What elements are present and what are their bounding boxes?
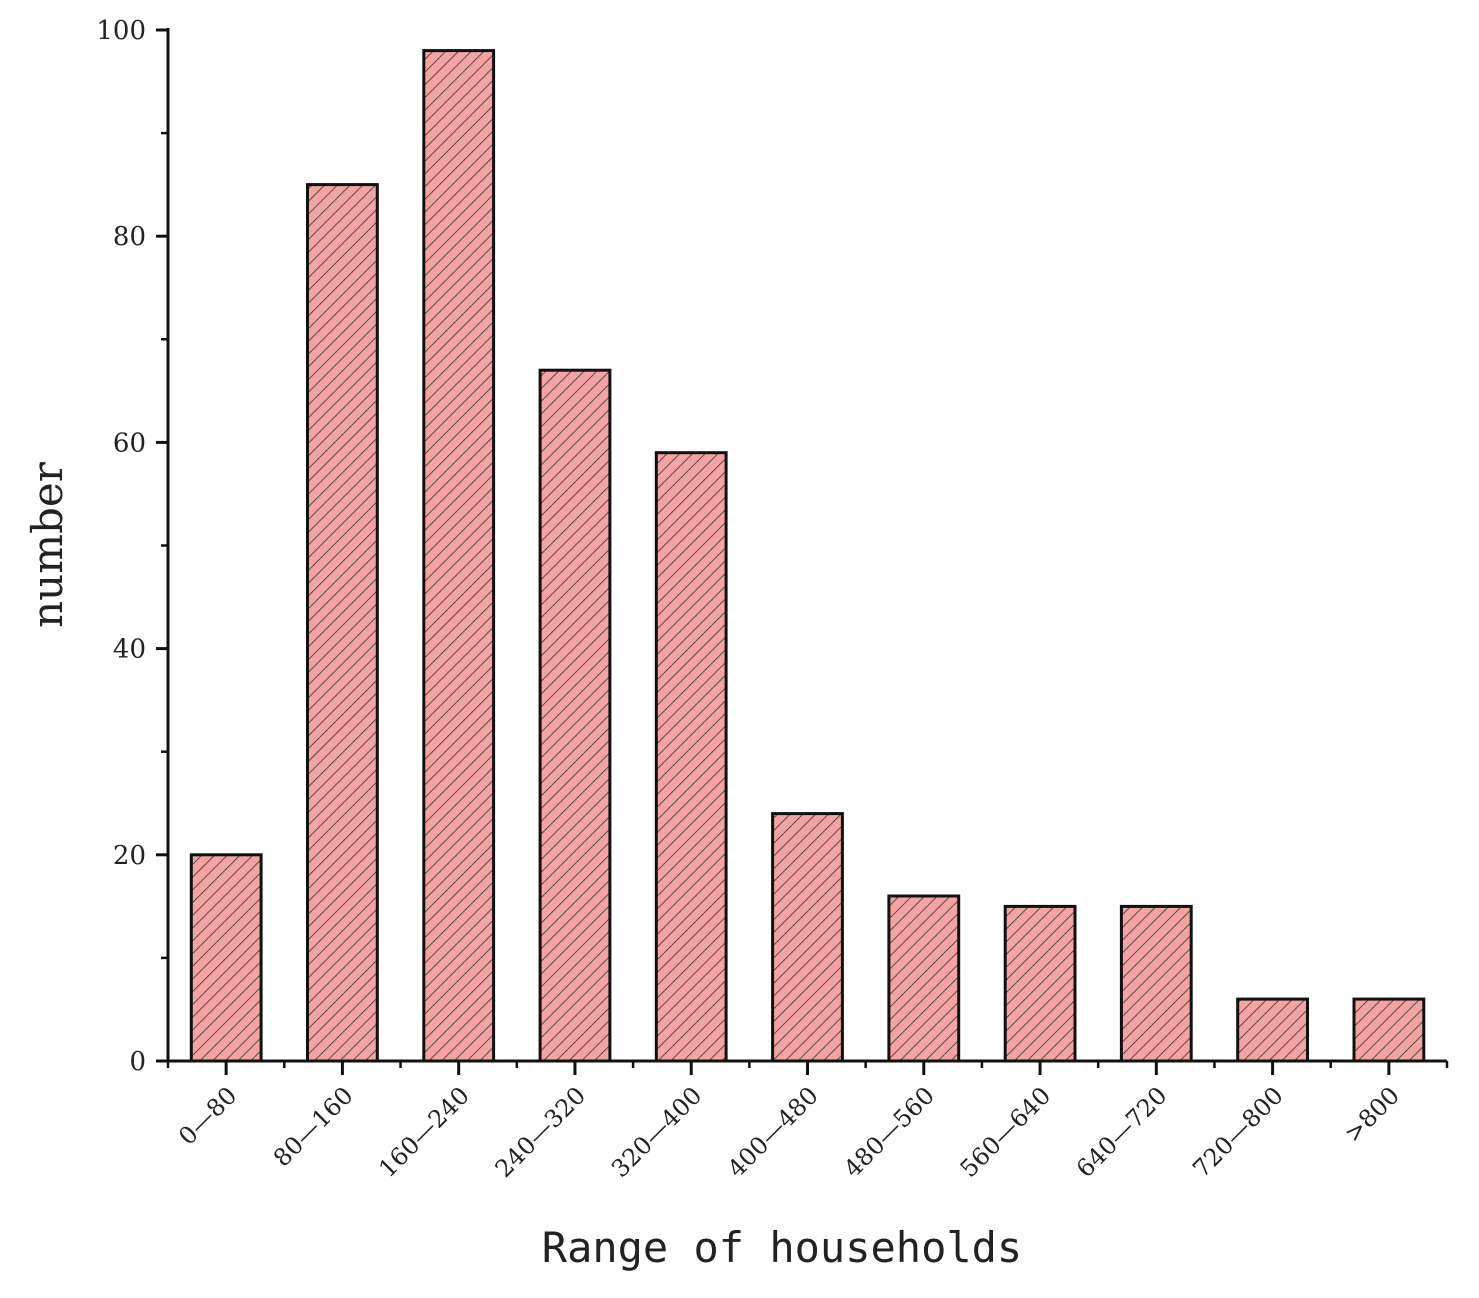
bar-1 — [306, 183, 379, 1063]
y-tick-label-4: 80 — [113, 222, 146, 252]
x-tick-label-1: 80—160 — [268, 1081, 359, 1172]
x-tick-label-3: 240—320 — [490, 1081, 592, 1183]
labels-layer: 0 20 40 60 80 100 0—80 80—160 160—240 240—320 320—… — [96, 16, 1405, 1183]
bar-9 — [1236, 997, 1309, 1063]
bar-0 — [189, 853, 263, 1063]
x-tick-label-8: 640—720 — [1071, 1081, 1173, 1183]
x-tick-label-0: 0—80 — [173, 1081, 242, 1150]
x-tick-label-4: 320—400 — [606, 1081, 708, 1183]
y-tick-label-5: 100 — [96, 16, 146, 46]
bars-layer — [189, 49, 1426, 1063]
y-axis-title: number — [23, 461, 72, 628]
bar-6 — [887, 894, 961, 1063]
y-tick-label-3: 60 — [113, 428, 146, 458]
x-axis-title: Range of households — [542, 1223, 1022, 1272]
y-tick-label-2: 40 — [113, 635, 146, 665]
x-tick-label-6: 480—560 — [838, 1081, 940, 1183]
x-tick-label-7: 560—640 — [955, 1081, 1057, 1183]
y-tick-label-0: 0 — [129, 1047, 146, 1077]
bar-7 — [1003, 904, 1077, 1063]
bar-3 — [538, 368, 612, 1063]
bar-5 — [771, 812, 844, 1063]
bar-4 — [654, 451, 728, 1063]
x-tick-label-5: 400—480 — [722, 1081, 824, 1183]
x-tick-label-2: 160—240 — [373, 1081, 475, 1183]
x-tick-label-9: 720—800 — [1187, 1081, 1289, 1183]
axes-layer — [156, 28, 1449, 1075]
bar-10 — [1352, 997, 1426, 1063]
bar-2 — [422, 49, 496, 1063]
y-tick-label-1: 20 — [113, 841, 146, 871]
bar-8 — [1119, 904, 1193, 1063]
x-tick-label-10: >800 — [1339, 1081, 1405, 1147]
